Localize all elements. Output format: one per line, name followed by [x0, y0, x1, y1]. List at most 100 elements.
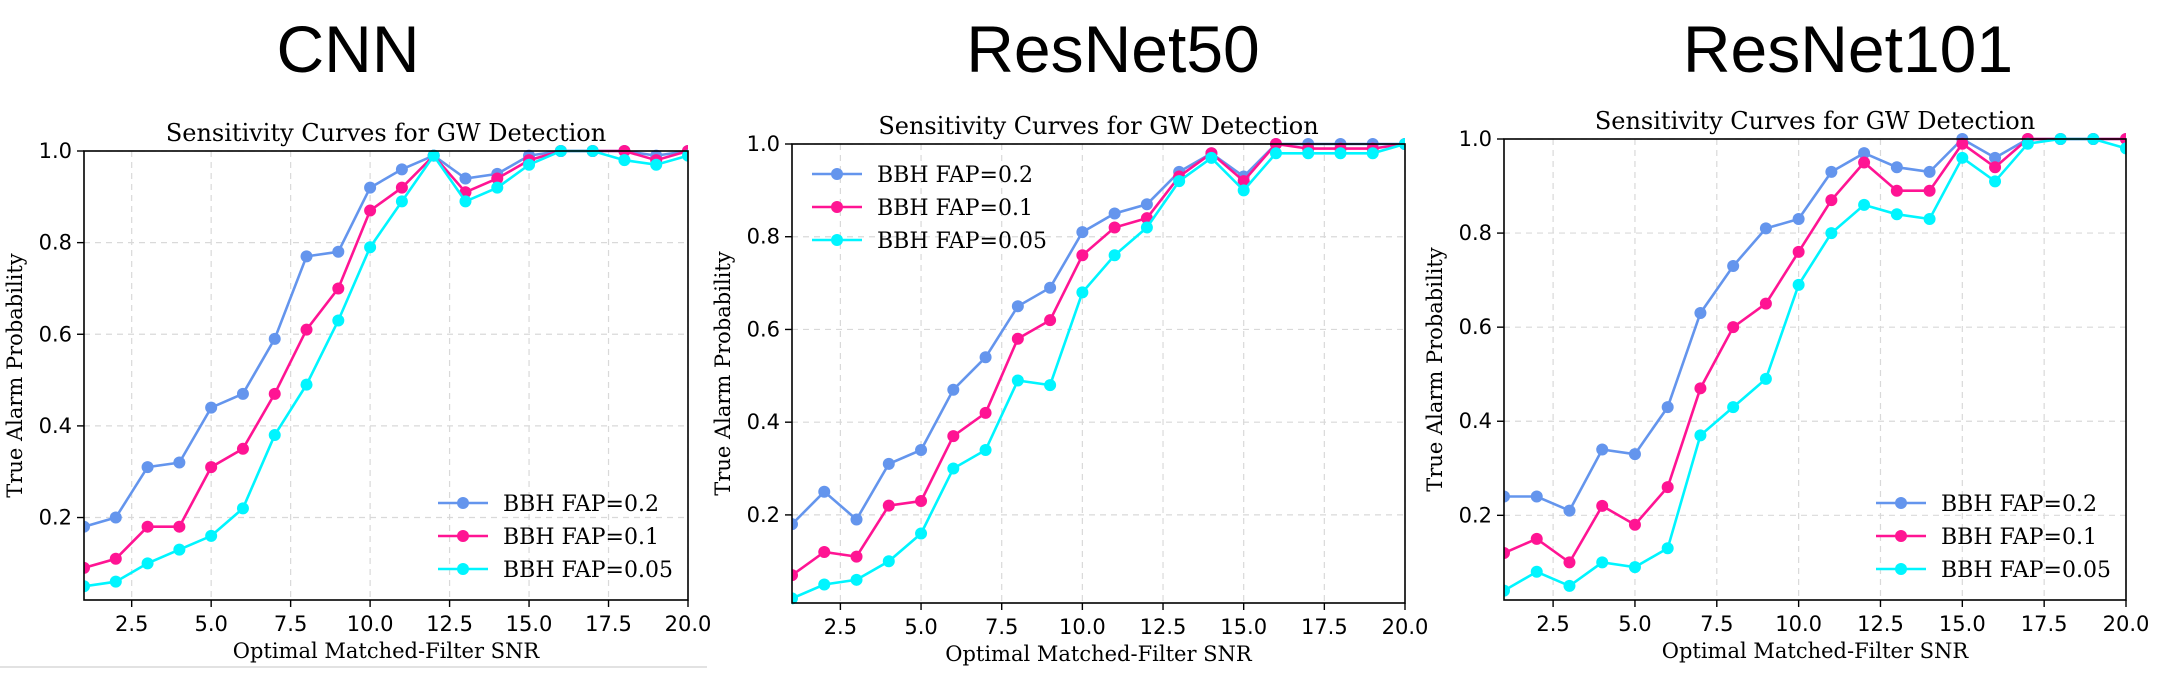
data-point [1269, 147, 1282, 160]
data-point [109, 575, 122, 588]
x-tick-label: 10.0 [1775, 612, 1822, 636]
legend-label: BBH FAP=0.05 [503, 558, 673, 583]
data-point [1011, 300, 1024, 313]
x-tick-label: 15.0 [506, 612, 553, 636]
legend-marker [1895, 530, 1907, 542]
x-tick-label: 7.5 [1700, 612, 1733, 636]
legend-marker [457, 530, 469, 542]
data-point [1140, 221, 1153, 234]
x-tick-label: 20.0 [665, 612, 712, 636]
data-point [1694, 429, 1707, 442]
data-point [459, 195, 472, 208]
data-point [1989, 161, 2002, 174]
chart-panel-resnet50: ResNet50 Sensitivity Curves for GW Detect… [711, 12, 1428, 666]
data-point [1108, 249, 1121, 262]
data-point [1825, 165, 1838, 178]
axes: 2.5 5.0 7.5 10.0 12.5 15.0 17.5 20.0 0.2 0.4 0.6 0.… [1459, 127, 2150, 636]
data-point [364, 181, 377, 194]
data-point [332, 314, 345, 327]
y-tick-label: 0.6 [1459, 315, 1492, 339]
data-point [947, 462, 960, 475]
data-point [459, 172, 472, 185]
data-point [979, 351, 992, 364]
axes: 2.5 5.0 7.5 10.0 12.5 15.0 17.5 20.0 0.2 0.4 0.6 0.… [747, 132, 1429, 639]
legend-marker [831, 234, 843, 246]
x-tick-label: 17.5 [2021, 612, 2068, 636]
data-point [364, 204, 377, 217]
data-point [236, 502, 249, 515]
data-point [882, 499, 895, 512]
data-point [1530, 532, 1543, 545]
y-axis-label: True Alarm Probability [3, 253, 27, 498]
data-point [332, 245, 345, 258]
data-point [1956, 151, 1969, 164]
model-heading: ResNet101 [1683, 12, 2013, 86]
data-point [1759, 297, 1772, 310]
data-point [1504, 584, 1510, 597]
legend: BBH FAP=0.2 BBH FAP=0.1 BBH FAP=0.05 [812, 163, 1047, 254]
data-point [1076, 286, 1089, 299]
plot-frame [83, 150, 689, 601]
x-tick-label: 10.0 [1059, 615, 1106, 639]
data-point [882, 555, 895, 568]
series-line [1504, 137, 2126, 513]
y-axis-label: True Alarm Probability [1423, 247, 1447, 492]
data-point [1237, 184, 1250, 197]
data-point [491, 181, 504, 194]
data-point [109, 511, 122, 524]
data-point [268, 332, 281, 345]
data-point [173, 543, 186, 556]
data-point [618, 154, 631, 167]
legend-label: BBH FAP=0.1 [1941, 525, 2097, 550]
data-point [1504, 546, 1510, 559]
data-point [1173, 175, 1186, 188]
x-tick-label: 7.5 [274, 612, 307, 636]
y-tick-label: 0.4 [39, 414, 72, 438]
y-tick-label: 0.6 [39, 322, 72, 346]
y-tick-label: 0.2 [1459, 503, 1492, 527]
legend-label: BBH FAP=0.2 [1941, 492, 2097, 517]
x-tick-label: 17.5 [1301, 615, 1348, 639]
x-tick-label: 12.5 [426, 612, 473, 636]
data-point [650, 158, 663, 171]
data-point [205, 529, 218, 542]
x-tick-label: 2.5 [115, 612, 148, 636]
data-point [395, 181, 408, 194]
data-point [1759, 222, 1772, 235]
data-point [1923, 184, 1936, 197]
data-point [1858, 198, 1871, 211]
data-point [1596, 499, 1609, 512]
data-point [1140, 198, 1153, 211]
plot-frame [1503, 138, 2127, 601]
data-point [947, 430, 960, 443]
data-point [300, 378, 313, 391]
series-group [1504, 133, 2126, 597]
data-point [1825, 194, 1838, 207]
data-point [1596, 443, 1609, 456]
x-tick-label: 5.0 [904, 615, 937, 639]
y-tick-label: 0.8 [39, 231, 72, 255]
y-tick-label: 0.8 [747, 225, 780, 249]
data-point [1596, 556, 1609, 569]
x-tick-label: 17.5 [585, 612, 632, 636]
data-point [236, 442, 249, 455]
data-point [141, 520, 154, 533]
legend-label: BBH FAP=0.05 [877, 229, 1047, 254]
data-point [1727, 401, 1740, 414]
legend-label: BBH FAP=0.2 [877, 163, 1033, 188]
data-point [395, 195, 408, 208]
data-point [300, 323, 313, 336]
x-tick-label: 5.0 [194, 612, 227, 636]
data-point [979, 444, 992, 456]
x-tick-label: 20.0 [2103, 612, 2150, 636]
x-tick-label: 2.5 [1536, 612, 1569, 636]
series-group [84, 145, 688, 593]
data-point [173, 456, 186, 469]
x-tick-label: 15.0 [1220, 615, 1267, 639]
data-point [1989, 151, 2002, 164]
data-point [1366, 147, 1379, 160]
legend: BBH FAP=0.2 BBH FAP=0.1 BBH FAP=0.05 [1876, 492, 2111, 583]
data-point [1044, 281, 1057, 294]
legend-marker [1895, 497, 1907, 509]
